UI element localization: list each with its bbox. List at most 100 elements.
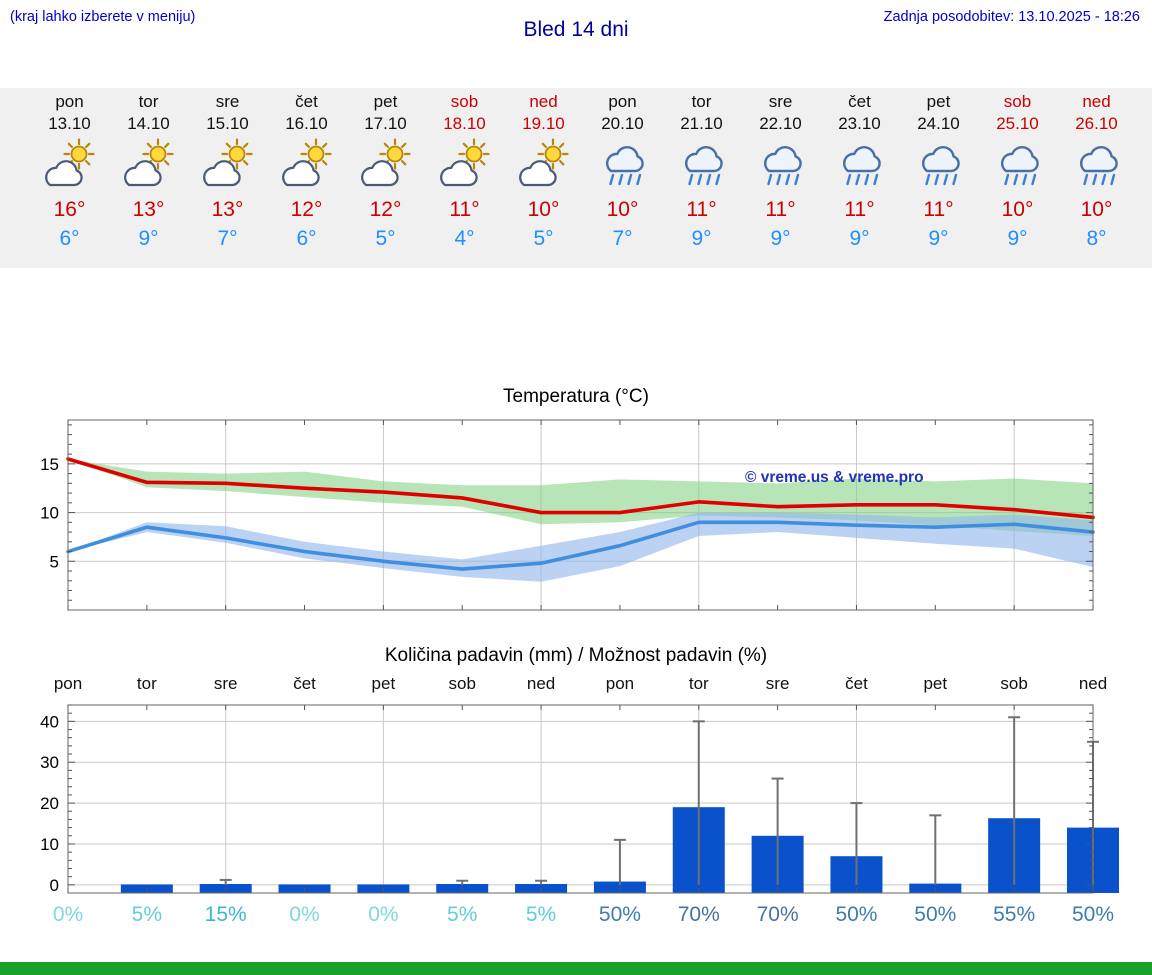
day-name: sre bbox=[215, 92, 240, 111]
day-name: pon bbox=[55, 92, 84, 111]
day-date: 20.10 bbox=[601, 114, 644, 133]
day-date: 21.10 bbox=[680, 114, 723, 133]
precip-day-labels: pon tor sre čet pet sob ned pon tor sre čet pet sob n… bbox=[0, 674, 1152, 698]
svg-text:30: 30 bbox=[40, 753, 59, 772]
partly-sunny-icon bbox=[109, 138, 188, 192]
day-name: pet bbox=[926, 92, 951, 111]
svg-text:10: 10 bbox=[40, 504, 59, 523]
day-date: 23.10 bbox=[838, 114, 881, 133]
high-temp: 11° bbox=[449, 198, 480, 221]
day-name: tor bbox=[691, 92, 712, 111]
day-date: 26.10 bbox=[1075, 114, 1118, 133]
high-temp: 12° bbox=[290, 198, 323, 221]
high-temp: 12° bbox=[369, 198, 402, 221]
forecast-day[interactable]: ned 19.10 10° 5° bbox=[504, 88, 583, 268]
day-name: sob bbox=[450, 92, 479, 111]
precip-probability-row: 0% 5% 15% 0% 0% 5% 5% 50% 70% 70% 50% 50% 55% 50% bbox=[0, 903, 1152, 931]
forecast-day[interactable]: sre 15.10 13° 7° bbox=[188, 88, 267, 268]
day-name: ned bbox=[529, 92, 558, 111]
precip-probability: 50% bbox=[835, 903, 878, 926]
low-temp: 6° bbox=[296, 227, 317, 250]
day-name: čet bbox=[295, 92, 318, 111]
precip-day-label: tor bbox=[688, 674, 709, 693]
partly-sunny-icon bbox=[30, 138, 109, 192]
precip-day-label: čet bbox=[845, 674, 868, 693]
low-temp: 9° bbox=[1007, 227, 1028, 250]
high-temp: 11° bbox=[686, 198, 717, 221]
precip-probability: 50% bbox=[1071, 903, 1115, 926]
precip-probability: 0% bbox=[368, 903, 399, 926]
temperature-chart: 5 10 15 © vreme.us & vreme.pro bbox=[40, 419, 1095, 611]
svg-text:5: 5 bbox=[50, 552, 59, 571]
day-name: ned bbox=[1082, 92, 1111, 111]
page-title: Bled 14 dni bbox=[523, 18, 629, 41]
precip-day-label: ned bbox=[1078, 674, 1108, 693]
precip-probability: 50% bbox=[598, 903, 641, 926]
rain-icon bbox=[741, 138, 820, 192]
rain-icon bbox=[899, 138, 978, 192]
forecast-day[interactable]: sob 18.10 11° 4° bbox=[425, 88, 504, 268]
low-temp: 7° bbox=[612, 227, 633, 250]
rain-icon bbox=[583, 138, 662, 192]
precip-probability: 55% bbox=[993, 903, 1036, 926]
precip-day-label: pon bbox=[605, 674, 635, 693]
precip-day-label: sre bbox=[213, 674, 238, 693]
svg-text:0: 0 bbox=[50, 876, 59, 895]
low-temp: 8° bbox=[1086, 227, 1107, 250]
day-date: 15.10 bbox=[206, 114, 249, 133]
low-temp: 9° bbox=[849, 227, 870, 250]
forecast-day[interactable]: sob 25.10 10° 9° bbox=[978, 88, 1057, 268]
rain-icon bbox=[978, 138, 1057, 192]
low-temp: 9° bbox=[770, 227, 791, 250]
high-temp: 10° bbox=[606, 198, 639, 221]
high-temp: 11° bbox=[844, 198, 875, 221]
precip-chart-title: Količina padavin (mm) / Možnost padavin … bbox=[384, 645, 768, 666]
partly-sunny-icon bbox=[346, 138, 425, 192]
day-date: 24.10 bbox=[917, 114, 960, 133]
day-date: 22.10 bbox=[759, 114, 802, 133]
forecast-day[interactable]: čet 23.10 11° 9° bbox=[820, 88, 899, 268]
forecast-day[interactable]: ned 26.10 10° 8° bbox=[1057, 88, 1136, 268]
low-temp: 6° bbox=[59, 227, 80, 250]
day-date: 13.10 bbox=[48, 114, 91, 133]
min-temperature-line bbox=[66, 520, 1095, 571]
high-temp: 13° bbox=[211, 198, 244, 221]
day-date: 14.10 bbox=[127, 114, 170, 133]
precip-day-label: tor bbox=[136, 674, 157, 693]
forecast-day[interactable]: pet 24.10 11° 9° bbox=[899, 88, 978, 268]
forecast-day[interactable]: tor 21.10 11° 9° bbox=[662, 88, 741, 268]
rain-icon bbox=[1057, 138, 1136, 192]
low-temp: 5° bbox=[375, 227, 396, 250]
precip-day-label: sob bbox=[448, 674, 476, 693]
precip-day-label: pet bbox=[923, 674, 948, 693]
forecast-day[interactable]: sre 22.10 11° 9° bbox=[741, 88, 820, 268]
forecast-day[interactable]: čet 16.10 12° 6° bbox=[267, 88, 346, 268]
precip-probability: 5% bbox=[131, 903, 163, 926]
bottom-green-bar bbox=[0, 962, 1152, 975]
day-name: pon bbox=[608, 92, 637, 111]
last-update: Zadnja posodobitev: 13.10.2025 - 18:26 bbox=[883, 9, 1140, 25]
precip-probability: 70% bbox=[756, 903, 799, 926]
partly-sunny-icon bbox=[188, 138, 267, 192]
partly-sunny-icon bbox=[425, 138, 504, 192]
forecast-day[interactable]: pon 20.10 10° 7° bbox=[583, 88, 662, 268]
svg-text:40: 40 bbox=[40, 712, 59, 731]
high-temp: 11° bbox=[765, 198, 796, 221]
day-date: 25.10 bbox=[996, 114, 1039, 133]
forecast-day[interactable]: tor 14.10 13° 9° bbox=[109, 88, 188, 268]
forecast-day[interactable]: pet 17.10 12° 5° bbox=[346, 88, 425, 268]
precip-day-label: pon bbox=[53, 674, 83, 693]
precip-probability: 5% bbox=[525, 903, 557, 926]
day-name: tor bbox=[138, 92, 159, 111]
precip-day-label: sre bbox=[765, 674, 790, 693]
svg-text:10: 10 bbox=[40, 835, 59, 854]
high-temp: 11° bbox=[923, 198, 954, 221]
day-name: čet bbox=[848, 92, 871, 111]
forecast-day[interactable]: pon 13.10 16° 6° bbox=[30, 88, 109, 268]
watermark: © vreme.us & vreme.pro bbox=[745, 469, 924, 486]
low-temp: 9° bbox=[928, 227, 949, 250]
rain-icon bbox=[662, 138, 741, 192]
low-temp: 7° bbox=[217, 227, 238, 250]
low-temp: 9° bbox=[691, 227, 712, 250]
